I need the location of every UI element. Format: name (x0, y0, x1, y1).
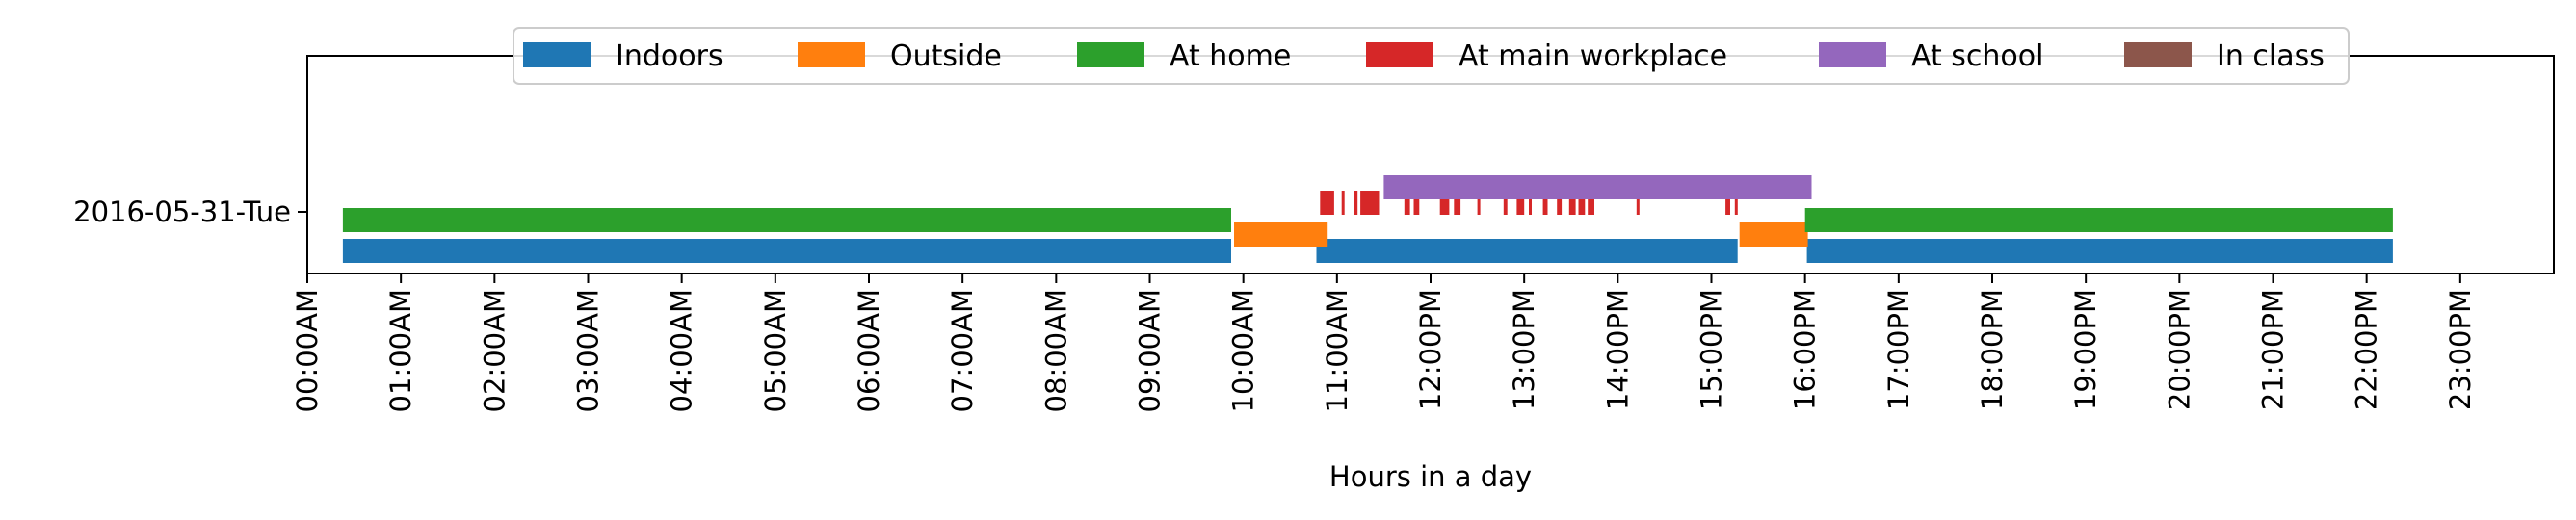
x-axis: 00:00AM 01:00AM 02:00AM 03:00AM 04:00AM 05:00… (291, 273, 2477, 412)
bar-at-school-0 (1383, 175, 1812, 199)
bar-at-main-workplace-18 (1725, 191, 1730, 215)
x-tick-label: 11:00AM (1321, 289, 1354, 412)
x-tick-label: 14:00PM (1601, 289, 1634, 410)
legend-swatch-at-home (1077, 42, 1144, 67)
x-tick-label: 17:00PM (1882, 289, 1915, 410)
x-tick-label: 12:00PM (1414, 289, 1447, 410)
bar-indoors-0 (342, 239, 1231, 263)
bar-at-main-workplace-11 (1529, 191, 1532, 215)
bar-outside-1 (1739, 222, 1808, 247)
legend-swatch-at-main-workplace (1366, 42, 1433, 67)
legend-label-outside: Outside (890, 39, 1002, 73)
bar-at-main-workplace-0 (1320, 191, 1334, 215)
y-axis: 2016-05-31-Tue (73, 195, 307, 228)
bar-at-main-workplace-12 (1542, 191, 1548, 215)
x-axis-label: Hours in a day (1329, 460, 1532, 493)
bar-indoors-1 (1316, 239, 1738, 263)
bar-at-main-workplace-6 (1439, 191, 1450, 215)
bar-at-main-workplace-5 (1413, 191, 1420, 215)
bar-at-main-workplace-15 (1578, 191, 1586, 215)
x-tick-label: 20:00PM (2163, 289, 2195, 410)
x-tick-label: 02:00AM (478, 289, 511, 412)
legend-swatch-indoors (523, 42, 591, 67)
x-tick-label: 10:00AM (1227, 289, 1260, 412)
legend-label-at-home: At home (1170, 39, 1291, 73)
bar-at-main-workplace-4 (1404, 191, 1410, 215)
x-tick-label: 19:00PM (2069, 289, 2102, 410)
x-tick-label: 08:00AM (1039, 289, 1072, 412)
bar-at-main-workplace-17 (1636, 191, 1640, 215)
bar-at-main-workplace-19 (1734, 191, 1738, 215)
x-tick-label: 18:00PM (1976, 289, 2009, 410)
legend-label-indoors: Indoors (616, 39, 723, 73)
x-tick-label: 07:00AM (946, 289, 979, 412)
legend: Indoors Outside At home At main workplace At… (513, 27, 2350, 85)
legend-label-at-main-workplace: At main workplace (1459, 39, 1727, 73)
legend-swatch-outside (798, 42, 865, 67)
x-tick-label: 05:00AM (759, 289, 792, 412)
x-tick-label: 21:00PM (2257, 289, 2290, 410)
x-tick-label: 16:00PM (1789, 289, 1822, 410)
bar-at-main-workplace-16 (1588, 191, 1594, 215)
x-tick-label: 03:00AM (572, 289, 605, 412)
bar-at-home-1 (1804, 208, 2393, 232)
activity-bars (342, 175, 2393, 263)
x-tick-label: 04:00AM (666, 289, 698, 412)
x-tick-label: 15:00PM (1695, 289, 1728, 410)
bar-outside-0 (1234, 222, 1328, 247)
bar-at-main-workplace-9 (1503, 191, 1508, 215)
x-tick-label: 09:00AM (1134, 289, 1167, 412)
bar-at-main-workplace-1 (1341, 191, 1345, 215)
x-tick-label: 00:00AM (291, 289, 324, 412)
bar-at-main-workplace-10 (1516, 191, 1525, 215)
bar-indoors-2 (1806, 239, 2393, 263)
bar-at-home-0 (342, 208, 1231, 232)
legend-label-at-school: At school (1911, 39, 2043, 73)
x-tick-label: 01:00AM (384, 289, 417, 412)
legend-swatch-in-class (2124, 42, 2192, 67)
bar-at-main-workplace-7 (1454, 191, 1461, 215)
legend-label-in-class: In class (2217, 39, 2325, 73)
bar-at-main-workplace-8 (1477, 191, 1481, 215)
bar-at-main-workplace-3 (1360, 191, 1380, 215)
bar-at-main-workplace-13 (1557, 191, 1563, 215)
x-tick-label: 06:00AM (853, 289, 885, 412)
x-tick-label: 13:00PM (1508, 289, 1540, 410)
x-tick-label: 23:00PM (2444, 289, 2477, 410)
y-tick-label: 2016-05-31-Tue (73, 195, 291, 228)
legend-swatch-at-school (1819, 42, 1886, 67)
bar-at-main-workplace-14 (1568, 191, 1576, 215)
bar-at-main-workplace-2 (1354, 191, 1358, 215)
x-tick-label: 22:00PM (2351, 289, 2383, 410)
